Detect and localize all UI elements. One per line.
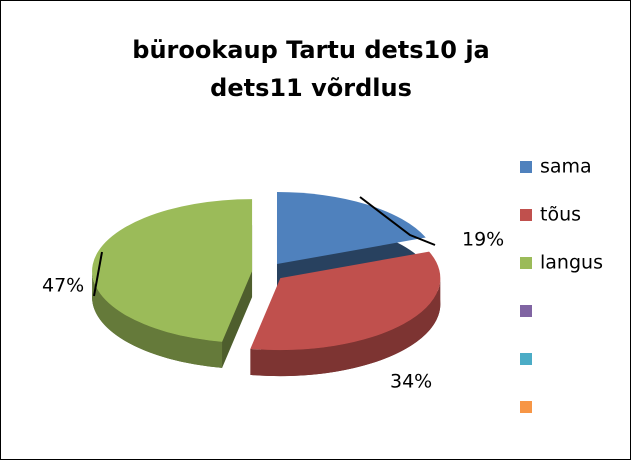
legend-swatch <box>520 353 532 365</box>
data-label: 47% <box>42 275 84 297</box>
legend-swatch <box>520 209 532 221</box>
slice <box>92 199 253 342</box>
legend-swatch <box>520 257 532 269</box>
legend-label: tõus <box>540 204 581 226</box>
slice-side <box>92 271 223 368</box>
legend-label: langus <box>540 252 603 274</box>
slice <box>276 192 426 265</box>
chart-title: bürookaup Tartu dets10 ja dets11 võrdlus <box>132 36 490 102</box>
legend-swatch <box>520 305 532 317</box>
data-label: 34% <box>390 371 432 393</box>
slice <box>250 251 441 351</box>
legend-swatch <box>520 401 532 413</box>
legend-swatch <box>520 161 532 173</box>
slice-side <box>250 278 441 377</box>
legend-label: sama <box>540 156 592 178</box>
leader-line <box>93 251 103 297</box>
leader-line <box>359 196 436 246</box>
data-label: 19% <box>462 229 504 251</box>
